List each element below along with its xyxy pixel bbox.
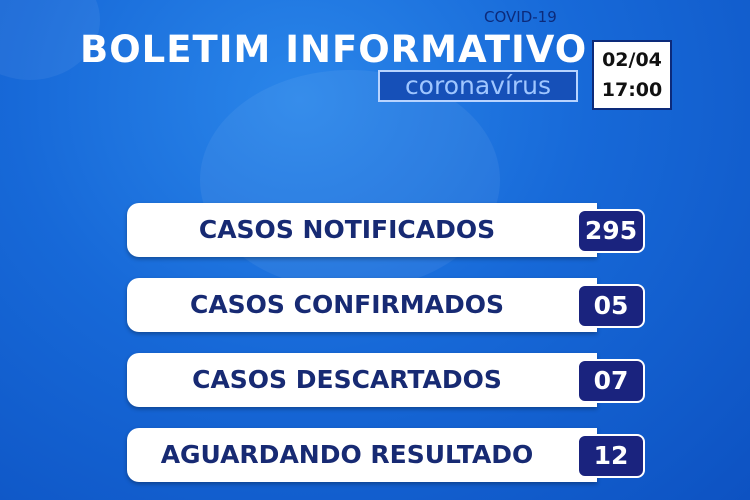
stat-row: CASOS DESCARTADOS 07 <box>127 353 645 407</box>
decoration <box>200 70 500 290</box>
date: 02/04 <box>602 49 662 71</box>
stat-row: CASOS CONFIRMADOS 05 <box>127 278 645 332</box>
stat-row: CASOS NOTIFICADOS 295 <box>127 203 645 257</box>
stat-label: CASOS DESCARTADOS <box>192 365 502 394</box>
tag: COVID-19 <box>484 8 557 26</box>
stat-label: AGUARDANDO RESULTADO <box>160 440 534 469</box>
title: BOLETIM INFORMATIVO <box>80 28 588 71</box>
stat-label: CASOS CONFIRMADOS <box>189 290 505 319</box>
subtitle: coronavírus <box>378 70 578 102</box>
stat-value: 05 <box>577 284 645 328</box>
time: 17:00 <box>601 79 663 101</box>
date-box: 02/04 17:00 <box>592 40 672 110</box>
stat-value: 295 <box>577 209 645 253</box>
stat-row: AGUARDANDO RESULTADO 12 <box>127 428 645 482</box>
stat-value: 12 <box>577 434 645 478</box>
stat-label: CASOS NOTIFICADOS <box>198 215 496 244</box>
stat-value: 07 <box>577 359 645 403</box>
